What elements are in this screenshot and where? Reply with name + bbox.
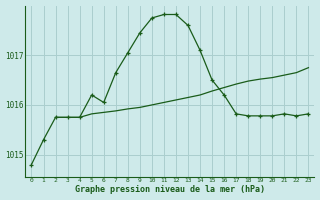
X-axis label: Graphe pression niveau de la mer (hPa): Graphe pression niveau de la mer (hPa) bbox=[75, 185, 265, 194]
